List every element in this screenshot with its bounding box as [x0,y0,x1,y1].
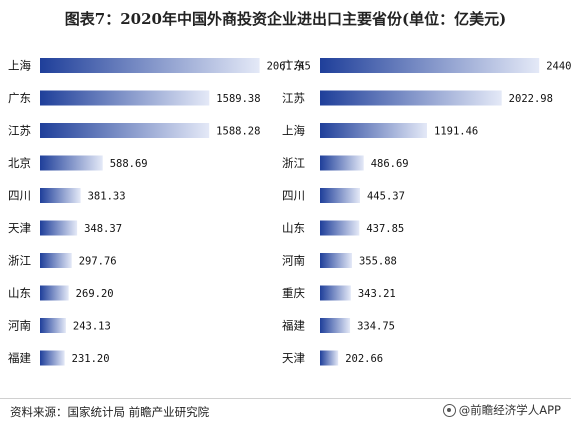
right-category-label: 河南 [282,254,305,268]
left-bar [40,90,210,106]
right-category-label: 山东 [282,221,305,235]
left-category-label: 浙江 [8,254,31,268]
right-value-label: 1191.46 [434,126,478,138]
left-category-label: 福建 [8,351,31,365]
right-category-label: 天津 [282,351,305,365]
right-category-label: 江苏 [282,91,305,105]
left-category-label: 广东 [8,91,31,105]
left-bar [40,188,81,203]
right-bar [320,285,351,301]
brand-text: @前瞻经济学人APP [458,403,561,417]
right-category-label: 四川 [282,189,305,203]
left-category-label: 北京 [8,156,31,170]
left-bar [40,58,260,73]
brand-logo-icon [442,403,456,417]
right-bar [320,220,360,236]
right-category-label: 浙江 [282,156,305,170]
left-value-label: 243.13 [73,321,111,333]
right-bar [320,318,351,333]
left-bar [40,253,72,268]
left-bar [40,220,78,236]
left-value-label: 1589.38 [216,93,260,105]
brand-credit: @前瞻经济学人APP [442,402,561,418]
left-value-label: 297.76 [79,256,117,268]
right-value-label: 2022.98 [509,93,553,105]
right-bar [320,188,360,203]
left-value-label: 588.69 [110,158,148,170]
right-bar [320,58,540,73]
right-value-label: 445.37 [367,191,405,203]
left-value-label: 381.33 [88,191,126,203]
right-value-label: 486.69 [371,158,409,170]
left-value-label: 1588.28 [216,126,260,138]
left-bar [40,123,210,138]
left-value-label: 2061.45 [267,61,311,73]
right-bar [320,90,502,106]
right-value-label: 2440.74 [546,61,571,73]
right-value-label: 343.21 [358,288,396,300]
right-value-label: 355.88 [359,256,397,268]
left-category-label: 河南 [8,319,31,333]
right-value-label: 437.85 [366,223,404,235]
left-category-label: 四川 [8,189,31,203]
right-value-label: 334.75 [357,321,395,333]
right-category-label: 重庆 [282,286,305,300]
left-bar [40,350,65,366]
right-bar-chart: 广东 2440.74 江苏 2022.98 上海 1191.46 浙江 486.69 四川 445… [282,58,571,366]
left-value-label: 348.37 [84,223,122,235]
right-category-label: 上海 [282,124,305,138]
left-category-label: 山东 [8,286,31,300]
left-bar [40,155,103,171]
footer-divider [0,398,571,399]
left-category-label: 江苏 [8,124,31,138]
left-category-label: 天津 [8,221,31,235]
chart-title: 图表7：2020年中国外商投资企业进出口主要省份(单位：亿美元) [64,10,507,28]
left-bar [40,318,66,333]
left-value-label: 231.20 [72,353,110,365]
right-category-label: 福建 [282,319,305,333]
right-bar [320,155,364,171]
left-bar [40,285,69,301]
right-category-label: 广东 [282,59,305,73]
right-value-label: 202.66 [345,353,383,365]
left-value-label: 269.20 [76,288,114,300]
right-bar [320,123,428,138]
right-bar [320,350,339,366]
source-note: 资料来源：国家统计局 前瞻产业研究院 [10,405,210,419]
left-category-label: 上海 [8,59,31,73]
right-bar [320,253,352,268]
